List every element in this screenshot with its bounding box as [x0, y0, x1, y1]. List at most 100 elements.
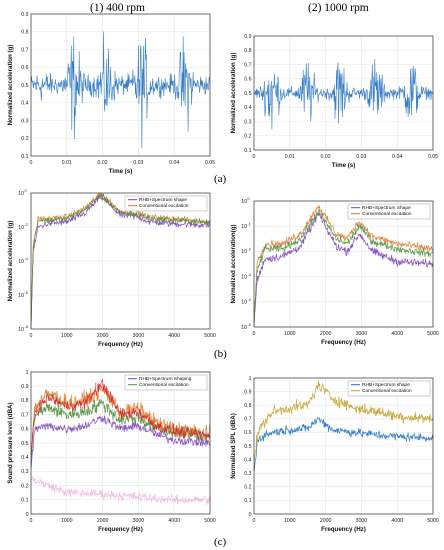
chart-a1: 0 0.01 0.02 0.03 0.04 0.05 0.1 0.2 0.3 0.4 0.5 0.6 0… [7, 12, 215, 175]
x-tick-label: 0.04 [392, 154, 402, 160]
axes-frame [30, 13, 211, 157]
y-tick-label: 10 [241, 224, 247, 230]
y-axis-label: Normalized acceleration (g) [7, 221, 14, 302]
y-tick-label: 0.1 [244, 148, 251, 154]
y-tick-label: 10 [18, 327, 24, 333]
legend-entry: Conventional excitation [139, 203, 189, 209]
y-axis-label: Normalized SPL (dBA) [230, 413, 237, 479]
y-tick-label: 0.5 [21, 83, 28, 89]
y-tick-label: 0.6 [244, 77, 251, 83]
x-tick-label: 0 [253, 154, 256, 160]
y-tick-label: 0.5 [244, 91, 251, 97]
axes-frame [253, 200, 434, 328]
y-tick-label: 0.6 [21, 65, 28, 71]
x-tick-label: 2000 [320, 518, 332, 524]
x-tick-label: 1000 [284, 331, 296, 337]
y-tick-label: 10 [241, 325, 247, 331]
series-group [31, 193, 210, 329]
chart-c1: 0 1000 2000 3000 4000 5000 0 0.1 0.2 0.3 0.4 0.5 0.6… [7, 370, 216, 533]
y-tick-label: 0.3 [21, 118, 28, 124]
legend-entry: RHB+Spectrum shape [139, 197, 187, 203]
y-tick-label: 10 [241, 249, 247, 255]
legend-entry: RHB+Spectrum Shape [362, 205, 411, 211]
y-tick-exponent: 0 [248, 197, 250, 201]
plot-area [254, 201, 433, 327]
y-tick-label: 0 [249, 512, 252, 518]
y-tick-label: 0.4 [244, 457, 251, 463]
y-tick-label: 0.8 [21, 398, 28, 404]
y-tick-label: 1 [249, 376, 252, 382]
y-tick-exponent: -3 [248, 273, 251, 277]
y-tick-label: 0.4 [21, 101, 28, 107]
x-axis-label: Time (s) [109, 168, 133, 175]
y-tick-label: 0 [26, 512, 29, 518]
x-tick-label: 4000 [168, 518, 180, 524]
x-tick-label: 1000 [61, 518, 73, 524]
y-axis-label: Sound pressure level (dBA) [7, 402, 14, 483]
y-tick-exponent: -1 [248, 222, 251, 226]
series-line-red [31, 379, 210, 458]
y-tick-label: 0.9 [21, 384, 28, 390]
x-tick-label: 3000 [356, 518, 368, 524]
y-tick-label: 0.4 [21, 455, 28, 461]
x-tick-label: 4000 [168, 333, 180, 339]
y-tick-label: 0.7 [21, 412, 28, 418]
y-tick-label: 10 [241, 300, 247, 306]
series-line-conventional-excitation [254, 380, 433, 472]
series-group [31, 31, 210, 149]
x-tick-label: 0.04 [169, 160, 179, 166]
y-tick-label: 0.2 [21, 483, 28, 489]
y-tick-label: 0.1 [244, 498, 251, 504]
axes-frame [253, 377, 434, 515]
y-tick-label: 0.1 [21, 154, 28, 160]
series-group [254, 205, 433, 327]
y-tick-label: 0.7 [244, 62, 251, 68]
y-tick-exponent: -4 [25, 257, 28, 261]
y-tick-label: 0.1 [21, 498, 28, 504]
header-right: (2) 1000 rpm [308, 2, 369, 14]
row-label-b: (b) [214, 348, 227, 360]
series-line-rhb-spectrum-shape [254, 212, 433, 327]
legend-entry: RHB+Spectrum shape [362, 382, 410, 388]
series-line-rhb-spectrum-shaping [31, 415, 210, 470]
x-axis-label: Frequency (Hz) [98, 341, 143, 348]
x-tick-label: 5000 [204, 333, 216, 339]
y-tick-label: 10 [18, 259, 24, 265]
x-tick-label: 5000 [427, 331, 439, 337]
x-tick-label: 0 [253, 331, 256, 337]
x-tick-label: 0.05 [205, 160, 215, 166]
row-label-c: (c) [214, 536, 227, 548]
y-tick-label: 0.8 [244, 403, 251, 409]
x-tick-label: 3000 [356, 331, 368, 337]
y-tick-exponent: 0 [25, 189, 27, 193]
series-group [254, 58, 433, 130]
legend-entry: RHB+Spectrum Shaping [139, 376, 192, 382]
x-tick-label: 5000 [427, 518, 439, 524]
x-tick-label: 3000 [133, 518, 145, 524]
y-tick-label: 0.2 [244, 485, 251, 491]
legend-entry: Conventional excitation [362, 211, 412, 217]
y-tick-label: 10 [18, 293, 24, 299]
y-tick-label: 10 [18, 225, 24, 231]
axes-frame [253, 35, 434, 151]
x-tick-label: 0.01 [285, 154, 295, 160]
legend-entry: Conventional excitation [139, 382, 189, 388]
series-line-green [31, 193, 210, 329]
y-axis-label: Normalized acceleration (g) [7, 45, 14, 126]
y-tick-label: 0.6 [244, 430, 251, 436]
y-axis-label: Normalized acceleration(g) [230, 224, 237, 303]
chart-a2: 0 0.01 0.02 0.03 0.04 0.05 0.1 0.2 0.3 0.4 0.5 0.6 0… [230, 34, 438, 169]
y-tick-exponent: -8 [25, 325, 28, 329]
series-line-conventional-excitation [254, 205, 433, 327]
x-tick-label: 5000 [204, 518, 216, 524]
legend-entry: Conventional excitation [362, 388, 412, 394]
x-axis-label: Frequency (Hz) [321, 339, 366, 346]
y-tick-label: 0.2 [21, 136, 28, 142]
axes-frame [30, 371, 211, 515]
x-tick-label: 2000 [97, 333, 109, 339]
